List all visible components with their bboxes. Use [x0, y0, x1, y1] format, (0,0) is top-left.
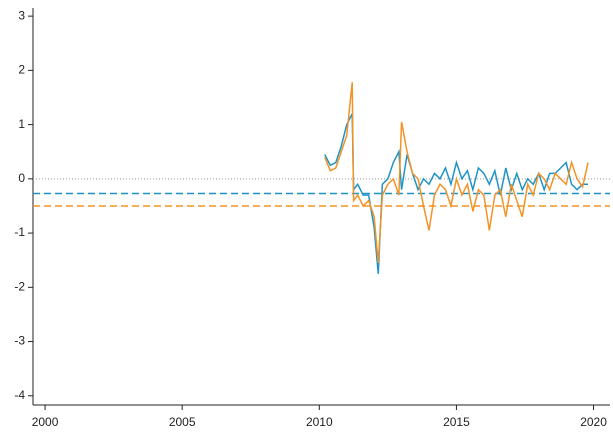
x-tick-label: 2010 [306, 415, 333, 429]
y-tick-label: -3 [14, 334, 25, 348]
y-tick-label: -4 [14, 388, 25, 402]
y-tick-label: -1 [14, 225, 25, 239]
x-tick-label: 2000 [32, 415, 59, 429]
y-tick-label: 2 [18, 63, 25, 77]
y-tick-label: 3 [18, 8, 25, 22]
series-line [324, 113, 589, 274]
y-tick-label: -2 [14, 279, 25, 293]
x-tick-label: 2020 [580, 415, 607, 429]
x-tick-label: 2005 [169, 415, 196, 429]
series-line [324, 82, 589, 263]
y-tick-label: 0 [18, 171, 25, 185]
x-tick-label: 2015 [443, 415, 470, 429]
y-tick-label: 1 [18, 117, 25, 131]
